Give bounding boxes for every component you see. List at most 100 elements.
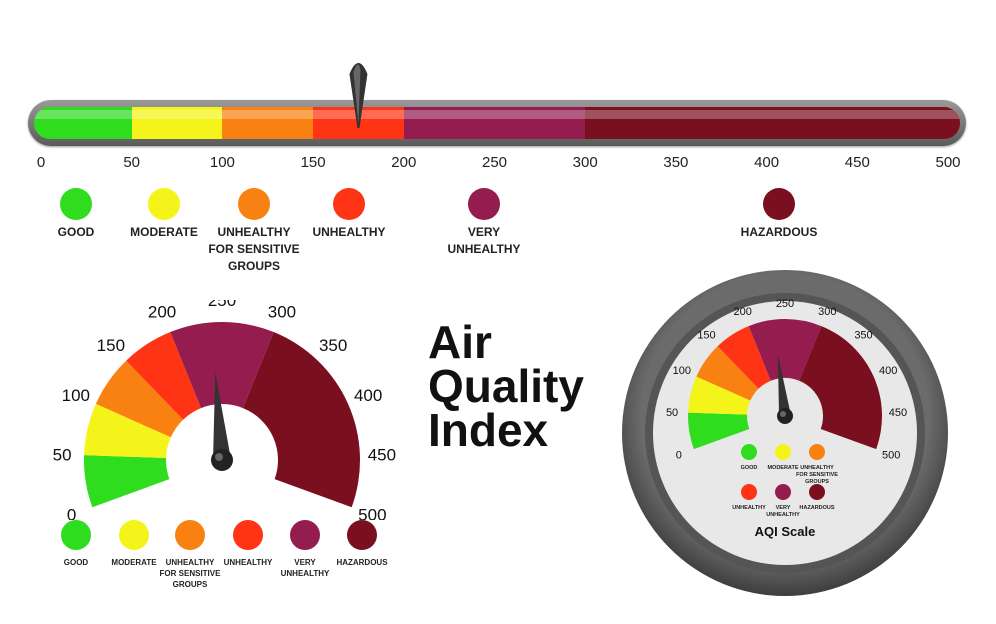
gauge-band-very_unhealthy xyxy=(170,322,274,409)
lower-legend-dot-unhealthy xyxy=(233,520,263,550)
legend-label-unhealthy: UNHEALTHY xyxy=(264,224,434,241)
legend-dot-unhealthy xyxy=(333,188,365,220)
lower-legend-label-line: HAZARDOUS xyxy=(336,558,388,567)
round-legend-dot-hazardous xyxy=(809,484,825,500)
left-gauge-tick-label: 450 xyxy=(368,445,396,464)
lower-legend-label-line: VERY xyxy=(294,558,316,567)
lower-legend-dot-sensitive xyxy=(175,520,205,550)
round-legend-label-unhealthy: UNHEALTHY xyxy=(732,505,766,511)
round-legend-dot-good xyxy=(741,444,757,460)
lower-legend-label-line: UNHEALTHY xyxy=(280,569,330,578)
legend-label-good: GOOD xyxy=(0,224,161,241)
round-legend-label-very_unhealthy: VERY xyxy=(776,505,791,511)
lower-legend-label-line: UNHEALTHY xyxy=(223,558,273,567)
round-gauge-tick-label: 400 xyxy=(879,365,897,377)
round-gauge-band-hazardous xyxy=(799,326,882,450)
lower-legend-dot-very_unhealthy xyxy=(290,520,320,550)
left-gauge-needle xyxy=(211,372,233,471)
lower-legend-label-line: GOOD xyxy=(63,558,89,567)
bar-pointer-needle xyxy=(349,63,368,128)
round-legend-label-moderate: MODERATE xyxy=(767,465,798,471)
round-gauge-band-sensitive xyxy=(696,346,759,401)
title-line-quality: Quality xyxy=(428,360,584,412)
bar-tick-label: 200 xyxy=(391,154,417,171)
round-gauge-band-moderate xyxy=(688,376,751,415)
legend-label-line: UNHEALTHY xyxy=(312,225,386,239)
round-legend-dot-moderate xyxy=(775,444,791,460)
left-gauge-tick-label: 100 xyxy=(62,386,90,405)
lower-legend-label-line: MODERATE xyxy=(111,558,157,567)
legend-label-line: VERY xyxy=(467,225,501,239)
gauge-band-sensitive xyxy=(95,360,184,438)
round-legend-label-sensitive: UNHEALTHY xyxy=(800,465,834,471)
round-gauge-tick-label: 300 xyxy=(818,306,836,318)
round-gauge-tick-label: 50 xyxy=(666,407,678,419)
bar-segment-hazardous xyxy=(585,107,960,139)
round-gauge-needle xyxy=(777,354,793,424)
legend-dot-sensitive xyxy=(238,188,270,220)
legend-dot-moderate xyxy=(148,188,180,220)
aqi-color-bar xyxy=(34,107,960,139)
bar-pointer-icon xyxy=(349,63,368,128)
legend-label-line: FOR SENSITIVE xyxy=(208,242,300,256)
bar-tick-label: 0 xyxy=(36,154,46,171)
round-legend-label-sensitive: FOR SENSITIVE xyxy=(796,472,838,478)
round-gauge-tick-label: 200 xyxy=(733,306,751,318)
left-gauge-tick-label: 400 xyxy=(354,386,382,405)
left-gauge-tick-label: 250 xyxy=(208,300,236,310)
bar-tick-label: 500 xyxy=(935,154,961,171)
legend-label-moderate: MODERATE xyxy=(79,224,249,241)
left-gauge-tick-label: 350 xyxy=(319,336,347,355)
round-legend-label-good: GOOD xyxy=(741,465,758,471)
round-gauge-tick-label: 500 xyxy=(882,450,900,462)
title-line-index: Index xyxy=(428,404,549,456)
left-gauge-tick-label: 0 xyxy=(67,506,76,520)
round-gauge-band-unhealthy xyxy=(717,326,771,389)
bar-segment-very_unhealthy xyxy=(403,107,586,139)
lower-legend-dot-moderate xyxy=(119,520,149,550)
lower-legend-label-good: GOOD xyxy=(36,557,116,568)
bar-tick-label: 100 xyxy=(209,154,235,171)
bar-tick-label: 250 xyxy=(481,154,508,171)
legend-label-line: GOOD xyxy=(57,225,95,239)
legend-dot-hazardous xyxy=(763,188,795,220)
lower-legend-label-sensitive: UNHEALTHY FOR SENSITIVE GROUPS xyxy=(150,557,230,590)
bar-tick-label: 350 xyxy=(663,154,689,171)
lower-legend-label-hazardous: HAZARDOUS xyxy=(322,557,402,568)
left-gauge-tick-label: 150 xyxy=(97,336,125,355)
round-gauge-tick-label: 100 xyxy=(673,365,691,377)
left-gauge-tick-label: 500 xyxy=(358,506,386,520)
lower-legend-label-line: GROUPS xyxy=(172,580,208,589)
legend-label-very_unhealthy: VERY UNHEALTHY xyxy=(399,224,569,258)
round-gauge-tick-label: 0 xyxy=(676,450,682,462)
left-gauge-tick-label: 300 xyxy=(268,303,296,322)
round-gauge-caption: AQI Scale xyxy=(755,524,816,539)
legend-label-line: UNHEALTHY xyxy=(447,242,521,256)
gauge-band-good xyxy=(84,455,170,508)
legend-label-sensitive: UNHEALTHY FOR SENSITIVE GROUPS xyxy=(169,224,339,275)
legend-dot-good xyxy=(60,188,92,220)
round-legend-label-hazardous: HAZARDOUS xyxy=(799,505,834,511)
lower-legend-label-line: FOR SENSITIVE xyxy=(159,569,221,578)
lower-legend-dot-hazardous xyxy=(347,520,377,550)
bar-segment-moderate xyxy=(131,107,223,139)
bar-tick-label: 450 xyxy=(844,154,870,171)
left-gauge-tick-label: 50 xyxy=(53,445,72,464)
legend-label-hazardous: HAZARDOUS xyxy=(694,224,864,241)
round-gauge-tick-label: 150 xyxy=(697,330,715,342)
round-legend-label-very_unhealthy: UNHEALTHY xyxy=(766,512,800,518)
round-gauge-tick-label: 450 xyxy=(889,407,907,419)
legend-label-line: MODERATE xyxy=(130,225,198,239)
left-gauge-tick-label: 200 xyxy=(148,303,176,322)
legend-label-line: HAZARDOUS xyxy=(740,225,818,239)
right-round-gauge: 0 50 100 150 200 250 300 350 400 450 500 GOOD MODERA… xyxy=(622,270,948,596)
bar-segment-sensitive xyxy=(222,107,314,139)
round-gauge-tick-label: 250 xyxy=(776,298,794,310)
bar-tick-label: 400 xyxy=(754,154,780,171)
lower-legend-dot-good xyxy=(61,520,91,550)
gauge-band-hazardous xyxy=(242,332,360,508)
bar-segment-good xyxy=(34,107,132,139)
lower-legend-label-moderate: MODERATE xyxy=(94,557,174,568)
left-semicircle-gauge: 0 50 100 150 200 250 300 350 400 450 500 xyxy=(53,300,396,520)
legend-label-line: UNHEALTHY xyxy=(217,225,291,239)
